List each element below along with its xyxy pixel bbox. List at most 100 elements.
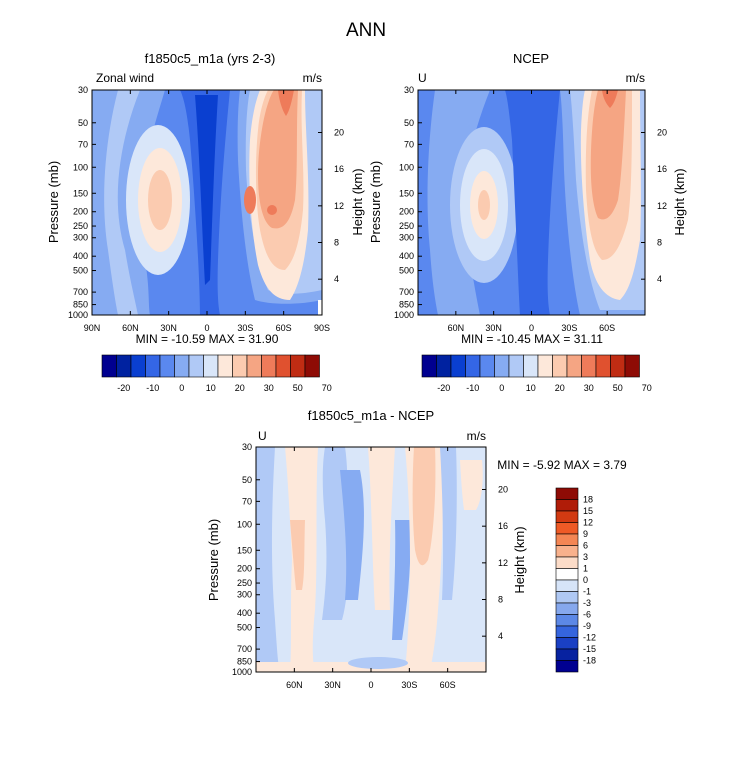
colorbar-swatch (465, 354, 481, 378)
colorbar-swatch (624, 354, 640, 378)
colorbar-swatch (246, 354, 262, 378)
colorbar-swatch (555, 487, 579, 500)
lat-tick-label: 60S (440, 680, 456, 690)
colorbar-swatch (555, 533, 579, 546)
lat-tick-label: 30N (485, 323, 502, 333)
colorbar-label: 3 (583, 552, 588, 562)
height-tick-label: 12 (498, 558, 508, 568)
colorbar-label: 50 (293, 383, 303, 393)
colorbar-swatch (188, 354, 204, 378)
pressure-tick-label: 850 (73, 300, 88, 310)
panel-model-left-label: Zonal wind (96, 71, 154, 85)
panel-diff-unit-label: m/s (467, 429, 486, 443)
pressure-tick-label: 700 (73, 287, 88, 297)
colorbar-label: 20 (555, 383, 565, 393)
lat-tick-label: 60N (448, 323, 465, 333)
colorbar-label: -10 (466, 383, 479, 393)
colorbar-label: -1 (583, 587, 591, 597)
pressure-tick-label: 50 (404, 118, 414, 128)
lat-tick-label: 30S (237, 323, 253, 333)
panel-model: f1850c5_m1a (yrs 2-3) Zonal wind m/s Pre… (46, 51, 365, 393)
height-tick-label: 8 (334, 238, 339, 248)
height-tick-label: 8 (657, 238, 662, 248)
pressure-tick-label: 1000 (232, 667, 252, 677)
colorbar-swatch (116, 354, 132, 378)
pressure-tick-label: 400 (399, 251, 414, 261)
lat-tick-label: 0 (529, 323, 534, 333)
panel-obs-y-label: Pressure (mb) (368, 161, 383, 243)
height-tick-label: 20 (334, 128, 344, 138)
colorbar-label: 30 (584, 383, 594, 393)
pressure-tick-label: 50 (242, 475, 252, 485)
pressure-tick-label: 150 (237, 545, 252, 555)
panel-diff-field (256, 447, 486, 672)
pressure-tick-label: 30 (404, 85, 414, 95)
height-tick-label: 20 (657, 128, 667, 138)
colorbar-swatch (555, 499, 579, 512)
panel-diff-minmax: MIN = -5.92 MAX = 3.79 (497, 458, 627, 472)
panel-obs-title: NCEP (513, 51, 549, 66)
colorbar-swatch (130, 354, 146, 378)
colorbar-label: 50 (613, 383, 623, 393)
lat-tick-label: 60N (286, 680, 303, 690)
colorbar-label: -12 (583, 633, 596, 643)
colorbar-swatch (555, 648, 579, 661)
colorbar-swatch (304, 354, 320, 378)
height-tick-label: 20 (498, 485, 508, 495)
pressure-tick-label: 500 (73, 266, 88, 276)
colorbar-label: 0 (499, 383, 504, 393)
panel-diff-left-label: U (258, 429, 267, 443)
height-tick-label: 4 (498, 631, 503, 641)
colorbar-label: -6 (583, 610, 591, 620)
colorbar-swatch (555, 614, 579, 627)
figure-title: ANN (346, 20, 386, 41)
lat-tick-label: 90N (84, 323, 101, 333)
colorbar-swatch (159, 354, 175, 378)
colorbar-swatch (555, 545, 579, 558)
colorbar-label: -18 (583, 656, 596, 666)
colorbar-label: 15 (583, 506, 593, 516)
pressure-tick-label: 100 (73, 162, 88, 172)
lat-tick-label: 30S (401, 680, 417, 690)
pressure-tick-label: 100 (399, 162, 414, 172)
colorbar-swatch (217, 354, 233, 378)
pressure-tick-label: 30 (242, 442, 252, 452)
colorbar-swatch (421, 354, 437, 378)
lat-tick-label: 30N (324, 680, 341, 690)
pressure-tick-label: 70 (242, 496, 252, 506)
colorbar-label: 70 (322, 383, 332, 393)
colorbar-swatch (479, 354, 495, 378)
colorbar-label: 10 (526, 383, 536, 393)
panel-obs-unit-label: m/s (626, 71, 645, 85)
panel-diff-y2-label: Height (km) (512, 526, 527, 593)
pressure-tick-label: 70 (78, 139, 88, 149)
colorbar-swatch (555, 660, 579, 673)
height-tick-label: 16 (334, 164, 344, 174)
colorbar-swatch (261, 354, 277, 378)
panel-obs: NCEP U m/s Pressure (mb) Height (km) MIN… (368, 51, 687, 393)
panel-obs-colorbar: -20 -10 0 10 20 30 50 70 (421, 354, 652, 393)
pressure-tick-label: 150 (399, 188, 414, 198)
colorbar-swatch (436, 354, 452, 378)
pressure-tick-label: 1000 (68, 310, 88, 320)
pressure-tick-label: 250 (73, 221, 88, 231)
panel-diff-y-label: Pressure (mb) (206, 519, 221, 601)
colorbar-swatch (555, 522, 579, 535)
height-tick-label: 8 (498, 595, 503, 605)
pressure-tick-label: 700 (237, 644, 252, 654)
colorbar-swatch (232, 354, 248, 378)
height-tick-label: 16 (498, 521, 508, 531)
colorbar-swatch (508, 354, 524, 378)
panel-model-field (92, 90, 322, 315)
colorbar-label: 0 (583, 575, 588, 585)
colorbar-swatch (174, 354, 190, 378)
colorbar-swatch (555, 602, 579, 615)
colorbar-swatch (203, 354, 219, 378)
pressure-tick-label: 70 (404, 139, 414, 149)
pressure-tick-label: 400 (73, 251, 88, 261)
colorbar-label: 70 (642, 383, 652, 393)
colorbar-label: 6 (583, 541, 588, 551)
lat-tick-label: 90S (314, 323, 330, 333)
colorbar-swatch (555, 510, 579, 523)
